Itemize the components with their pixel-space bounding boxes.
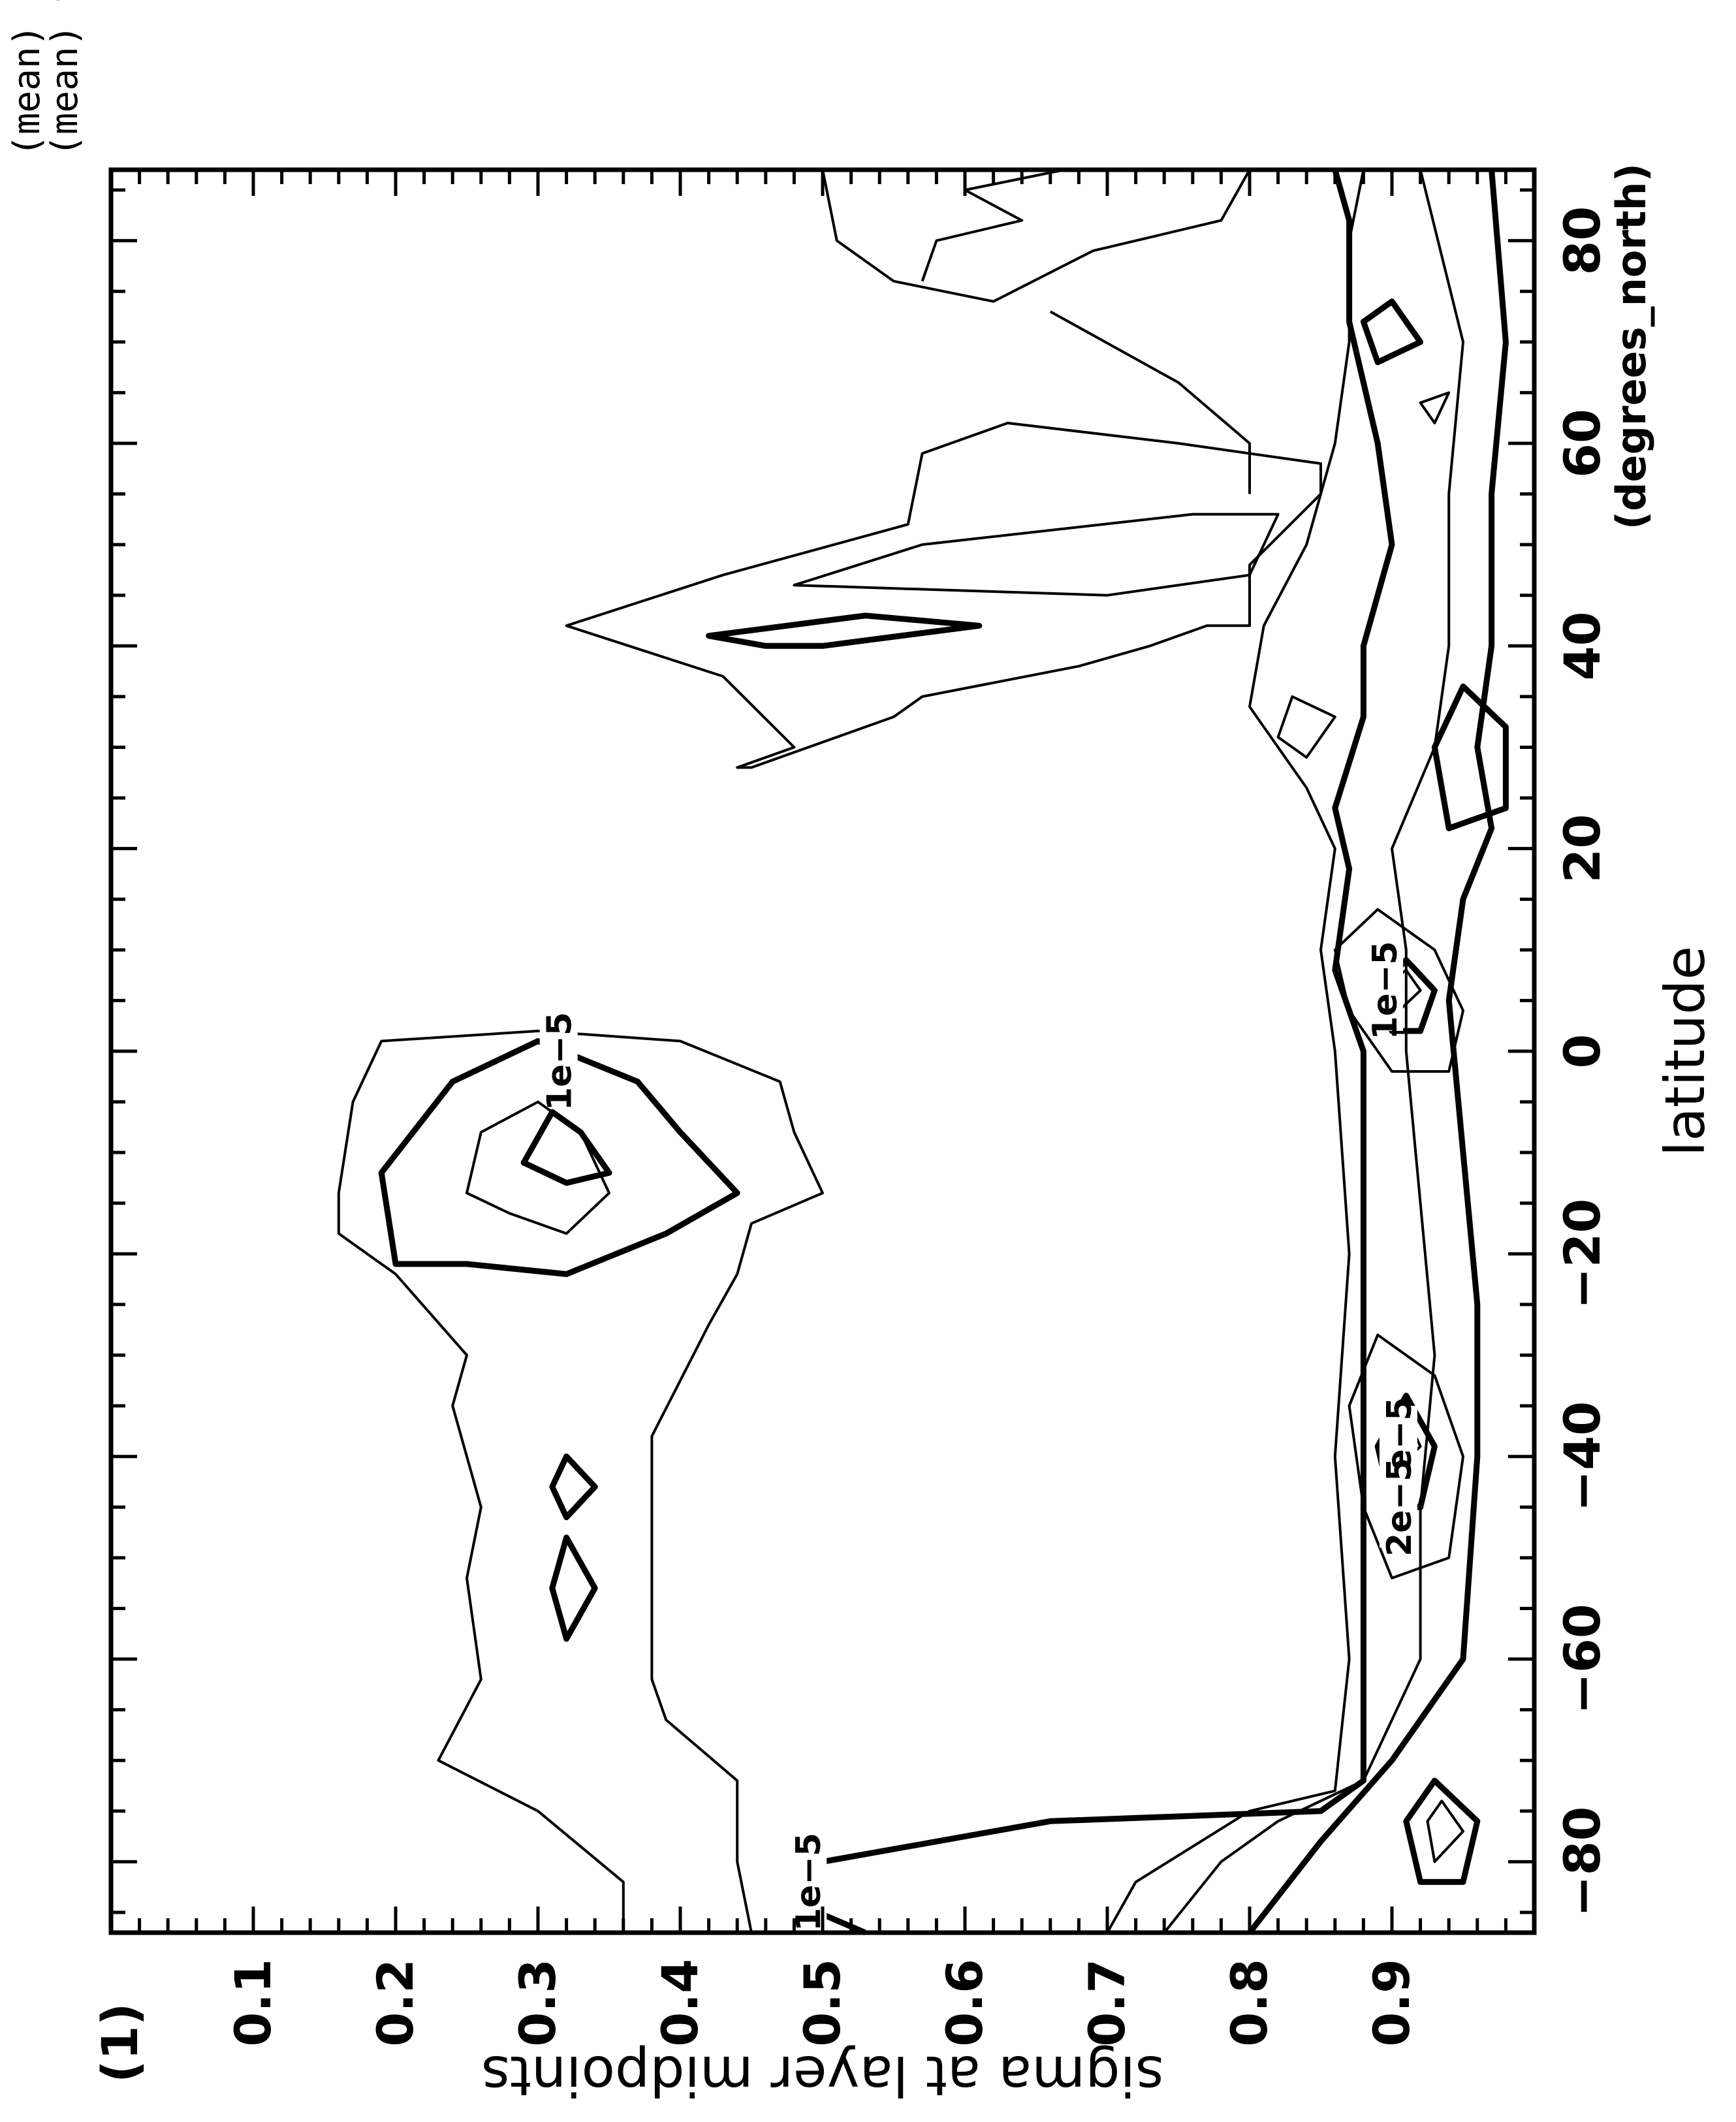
contour-label-bg-3 xyxy=(1379,1406,1417,1487)
contour-eq-cell-outer xyxy=(1333,908,1464,1073)
contour-arctic-small xyxy=(1419,391,1451,424)
x-tick-label: 0 xyxy=(1553,1034,1611,1069)
x-tick-label: −80 xyxy=(1553,1807,1611,1917)
contour-surface-1e-5-main xyxy=(791,168,1395,1936)
y-tick-label: 0.9 xyxy=(1363,1959,1421,2047)
contour-label-4: 2e−5 xyxy=(1380,1458,1419,1557)
y-tick-label: 0.6 xyxy=(936,1959,994,2047)
contour-label-bg-0 xyxy=(789,1841,827,1923)
contour-nh-cell-ring xyxy=(1431,683,1509,832)
contour-label-bg-2 xyxy=(1365,949,1404,1031)
contour-polar-north-1 xyxy=(821,169,1251,303)
contour-labels: 1e−51e−51e−51e−52e−5 xyxy=(539,941,1419,1931)
contour-lines xyxy=(337,168,1509,1936)
x-tick-label: 60 xyxy=(1553,409,1611,478)
y-tick-label: 0.7 xyxy=(1078,1959,1136,2047)
contour-diamond-41 xyxy=(549,1453,598,1521)
y-tick-label: 0.3 xyxy=(509,1959,567,2047)
x-tick-label: −20 xyxy=(1553,1199,1611,1309)
x-tick-label: 40 xyxy=(1553,611,1611,680)
contour-sh-cell-outer xyxy=(1348,1333,1464,1579)
x-tick-label: 80 xyxy=(1553,206,1611,276)
contour-surface-bold-2 xyxy=(1247,169,1509,1935)
contour-upper-left-inner-thin xyxy=(466,1100,610,1235)
x-axis-tick-labels: −80 −60 −40 −20 0 20 40 60 80 xyxy=(1553,206,1611,1917)
contour-surface-thin-2 xyxy=(1163,169,1464,1934)
contour-nh-diamond-33 xyxy=(1276,695,1336,759)
contour-diamond-48 xyxy=(549,1534,598,1642)
contour-label-2: 1e−5 xyxy=(1366,941,1405,1039)
y-tick-label: 0.4 xyxy=(651,1959,709,2047)
contour-polar-north-2 xyxy=(921,168,1065,282)
y-tick-label: 0.8 xyxy=(1220,1959,1278,2047)
x-tick-label: −60 xyxy=(1553,1604,1611,1714)
header-metadata: (mean) lon:0..354.37(mean) time:28905..: xyxy=(6,0,86,157)
y-tick-label: 0.5 xyxy=(793,1959,851,2047)
x-axis-title: latitude xyxy=(1653,946,1717,1156)
contour-upper-left-outer xyxy=(337,1030,824,1934)
x-tick-label: 20 xyxy=(1553,814,1611,883)
contour-label-bg-1 xyxy=(539,1021,578,1102)
y-tick-label: 0.2 xyxy=(366,1959,424,2047)
contour-label-1: 1e−5 xyxy=(541,1012,580,1111)
y-axis-tick-labels: 0.1 0.2 0.3 0.4 0.5 0.6 0.7 0.8 0.9 xyxy=(224,1959,1421,2047)
header-line: (mean) lon:0..354.37 xyxy=(6,0,48,157)
x-axis-units: (degrees_north) xyxy=(1607,163,1655,530)
plot-frame xyxy=(108,167,1537,1935)
contour-surface-thin-1 xyxy=(1106,169,1365,1933)
contour-sh-cell-south xyxy=(1403,1777,1481,1885)
contour-midlat-north-outer xyxy=(565,421,1322,769)
contour-arctic-cell xyxy=(1360,298,1424,366)
header-line: (mean) time:28905..: xyxy=(44,0,86,157)
contour-upper-left-bold-ring xyxy=(378,1038,740,1277)
y-axis-title: sigma at layer midpoints xyxy=(481,2044,1163,2108)
contour-arctic-band xyxy=(1049,310,1251,494)
y-tick-label: 0.1 xyxy=(224,1959,282,2047)
y-axis-ticks xyxy=(138,170,1507,1933)
contour-sh-cell-south-inner xyxy=(1426,1799,1464,1863)
contour-upper-left-core xyxy=(520,1109,612,1186)
x-tick-label: −40 xyxy=(1553,1401,1611,1512)
panel-label: (1) xyxy=(91,2003,149,2083)
contour-midlat-north-bold xyxy=(706,612,983,649)
contour-label-bg-4 xyxy=(1379,1466,1417,1548)
x-axis-ticks xyxy=(111,188,1534,1914)
contour-midlat-north-inner xyxy=(793,513,1280,597)
